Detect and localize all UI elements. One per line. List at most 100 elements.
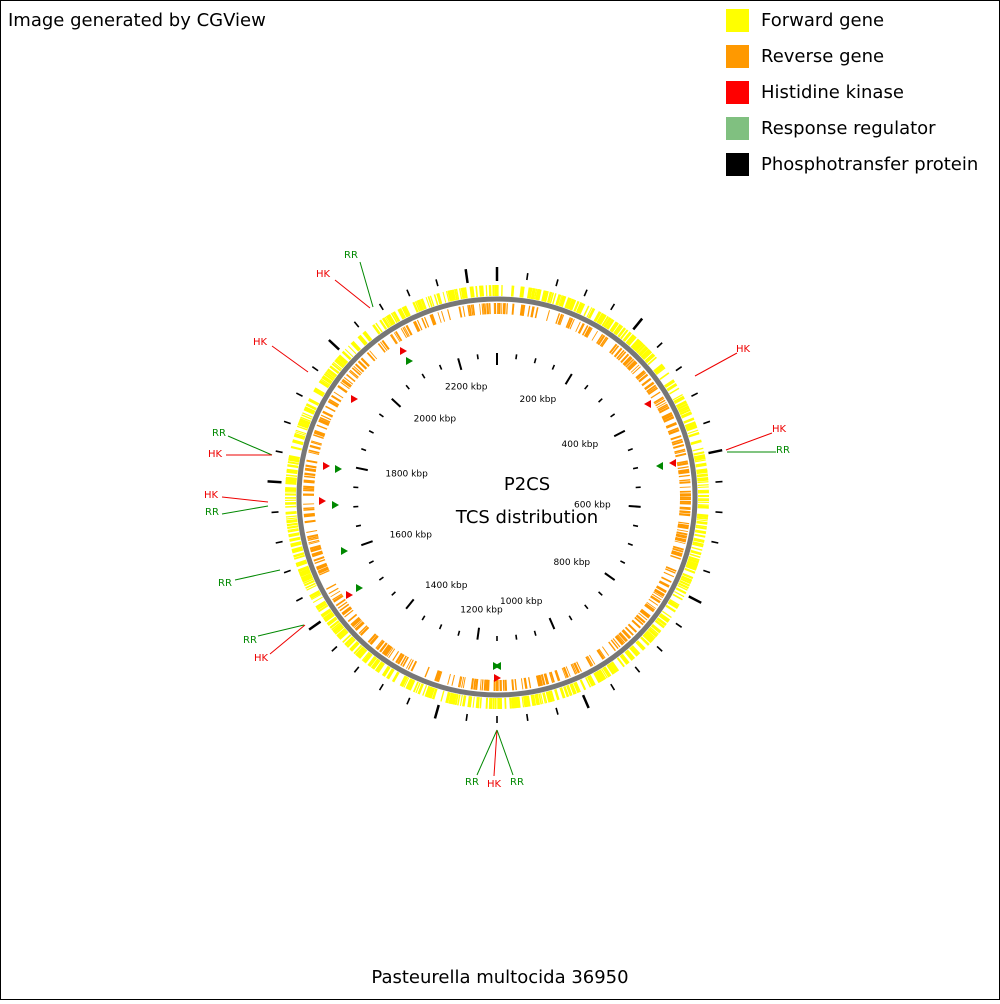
forward-gene [469, 696, 470, 707]
ruler-tick [516, 354, 517, 359]
reverse-gene [679, 514, 690, 515]
forward-gene [285, 506, 296, 507]
ruler-label: 1000 kbp [500, 597, 543, 607]
outer-tick [527, 273, 528, 280]
annotation-label: HK [253, 337, 268, 348]
ruler-label: 2000 kbp [414, 415, 457, 425]
annotation-label: HK [208, 449, 223, 460]
reverse-gene [679, 482, 690, 483]
annotation-label: RR [510, 777, 524, 788]
reverse-gene [303, 509, 314, 510]
reverse-gene [304, 514, 315, 515]
forward-gene [286, 478, 297, 479]
forward-gene [480, 286, 481, 297]
forward-gene [697, 480, 708, 481]
outer-tick [527, 714, 528, 721]
forward-gene [696, 464, 707, 466]
reverse-gene [485, 303, 486, 314]
forward-gene [287, 524, 298, 525]
forward-gene [695, 531, 706, 533]
annotation-label: RR [344, 250, 358, 261]
annotation-label: RR [218, 578, 232, 589]
organism: Pasteurella multocida 36950 [371, 967, 628, 988]
forward-gene [532, 288, 534, 299]
reverse-gene [304, 480, 315, 481]
annotation-label: HK [736, 344, 751, 355]
forward-gene [476, 286, 477, 297]
reverse-gene [305, 521, 316, 522]
annotation-label: RR [776, 445, 790, 456]
forward-gene [286, 512, 297, 513]
forward-gene [471, 287, 472, 298]
ruler-label: 1800 kbp [385, 469, 428, 479]
reverse-gene [485, 680, 486, 691]
ruler-tick [633, 468, 638, 469]
outer-tick [466, 714, 467, 721]
annotation-label: HK [254, 653, 269, 664]
forward-gene [697, 518, 708, 519]
ruler-tick [516, 635, 517, 640]
forward-gene [487, 698, 488, 709]
annotation-label: HK [316, 269, 331, 280]
reverse-gene [304, 474, 315, 475]
outer-tick [268, 481, 282, 482]
forward-gene [697, 516, 708, 517]
reverse-gene [513, 304, 514, 315]
forward-gene [698, 485, 709, 486]
ruler-label: 2200 kbp [445, 383, 488, 393]
annotation-label: HK [772, 424, 787, 435]
forward-gene [694, 457, 705, 459]
legend-label: Reverse gene [761, 46, 884, 67]
legend-label: Histidine kinase [761, 82, 904, 103]
forward-gene [477, 697, 478, 708]
forward-gene [698, 507, 709, 508]
credit: Image generated by CGView [8, 10, 266, 31]
legend-swatch [726, 9, 749, 32]
annotation-label: HK [487, 779, 502, 790]
forward-gene [287, 465, 298, 467]
reverse-gene [486, 680, 487, 691]
forward-gene [698, 487, 709, 488]
reverse-gene [525, 678, 527, 689]
forward-gene [518, 697, 519, 708]
legend-label: Response regulator [761, 118, 936, 139]
ruler-label: 1200 kbp [460, 605, 503, 615]
legend-swatch [726, 153, 749, 176]
legend-label: Forward gene [761, 10, 884, 31]
reverse-gene [680, 509, 691, 510]
reverse-gene [512, 679, 513, 690]
reverse-gene [303, 508, 314, 509]
reverse-gene [506, 680, 507, 691]
annotation-label: HK [204, 490, 219, 501]
reverse-gene [678, 472, 689, 473]
annotation-label: RR [205, 507, 219, 518]
forward-gene [696, 522, 707, 523]
forward-gene [513, 286, 514, 297]
legend-label: Phosphotransfer protein [761, 154, 978, 175]
forward-gene [286, 482, 297, 483]
annotation-label: RR [212, 428, 226, 439]
forward-gene [510, 698, 511, 709]
ruler-tick [356, 525, 361, 526]
ruler-tick [477, 354, 478, 359]
reverse-gene [507, 303, 508, 314]
center-title: P2CS [504, 474, 550, 495]
ruler-label: 200 kbp [520, 395, 557, 405]
reverse-gene [474, 679, 475, 690]
forward-gene [512, 697, 513, 708]
ruler-label: 400 kbp [562, 440, 599, 450]
forward-gene [697, 471, 708, 472]
reverse-gene [482, 679, 483, 690]
ruler-tick [629, 506, 641, 507]
ruler-tick [633, 525, 638, 526]
forward-gene [286, 521, 297, 522]
reverse-gene [303, 487, 314, 488]
forward-gene [486, 285, 487, 296]
forward-gene [527, 696, 529, 707]
forward-gene [697, 482, 708, 483]
ruler-label: 800 kbp [553, 558, 590, 568]
reverse-gene [488, 680, 489, 691]
